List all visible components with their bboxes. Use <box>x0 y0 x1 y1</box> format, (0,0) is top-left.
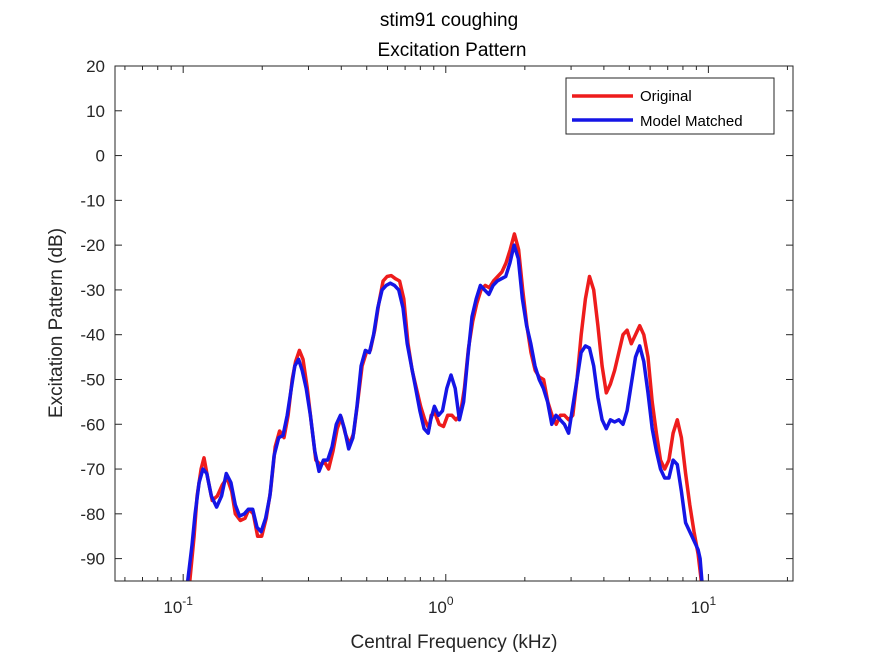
x-axis-label: Central Frequency (kHz) <box>351 632 558 653</box>
y-tick-label: -10 <box>80 191 105 210</box>
y-tick-label: 0 <box>96 147 105 166</box>
y-tick-label: 10 <box>86 102 105 121</box>
x-tick-label: 10-1 <box>163 594 193 617</box>
legend-label-original: Original <box>640 88 692 105</box>
y-tick-label: -90 <box>80 550 105 569</box>
series-layer <box>185 232 704 581</box>
y-tick-label: -80 <box>80 505 105 524</box>
legend: Original Model Matched <box>565 77 775 135</box>
y-tick-label: -60 <box>80 415 105 434</box>
y-tick-label: 20 <box>86 57 105 76</box>
y-tick-label: -50 <box>80 370 105 389</box>
series-line-model-matched <box>185 243 704 581</box>
y-tick-label: -30 <box>80 281 105 300</box>
x-tick-label: 101 <box>691 594 717 617</box>
x-tick-label: 100 <box>428 594 454 617</box>
y-tick-label: -70 <box>80 460 105 479</box>
chart-title: stim91 coughing <box>380 10 518 31</box>
plot-area <box>115 66 793 581</box>
y-axis-label: Excitation Pattern (dB) <box>46 228 67 418</box>
chart-subtitle: Excitation Pattern <box>378 40 527 61</box>
y-tick-label: -40 <box>80 326 105 345</box>
y-tick-label: -20 <box>80 236 105 255</box>
legend-box <box>565 77 775 135</box>
legend-label-model-matched: Model Matched <box>640 113 743 130</box>
axes-box <box>114 65 794 582</box>
